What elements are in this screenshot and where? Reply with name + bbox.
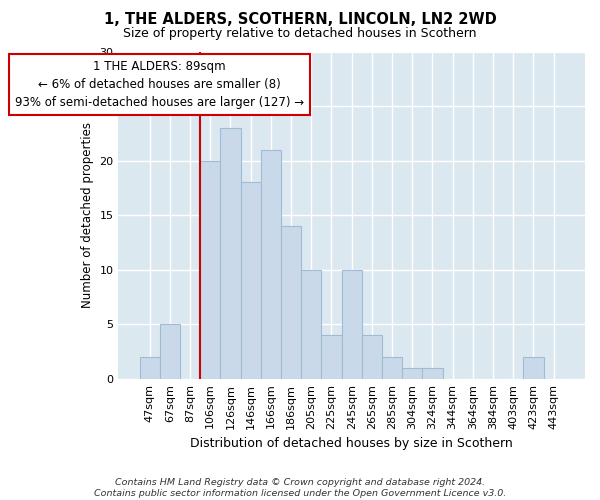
Bar <box>140 357 160 379</box>
Text: 1, THE ALDERS, SCOTHERN, LINCOLN, LN2 2WD: 1, THE ALDERS, SCOTHERN, LINCOLN, LN2 2W… <box>104 12 496 28</box>
Text: Size of property relative to detached houses in Scothern: Size of property relative to detached ho… <box>123 28 477 40</box>
Bar <box>281 226 301 379</box>
Bar <box>261 150 281 379</box>
Y-axis label: Number of detached properties: Number of detached properties <box>81 122 94 308</box>
Bar <box>301 270 322 379</box>
X-axis label: Distribution of detached houses by size in Scothern: Distribution of detached houses by size … <box>190 437 513 450</box>
Bar <box>382 357 402 379</box>
Bar <box>322 335 341 379</box>
Text: Contains HM Land Registry data © Crown copyright and database right 2024.
Contai: Contains HM Land Registry data © Crown c… <box>94 478 506 498</box>
Bar <box>341 270 362 379</box>
Bar <box>422 368 443 379</box>
Bar <box>523 357 544 379</box>
Bar <box>362 335 382 379</box>
Bar <box>200 160 220 379</box>
Text: 1 THE ALDERS: 89sqm
← 6% of detached houses are smaller (8)
93% of semi-detached: 1 THE ALDERS: 89sqm ← 6% of detached hou… <box>15 60 304 109</box>
Bar <box>241 182 261 379</box>
Bar <box>402 368 422 379</box>
Bar <box>160 324 180 379</box>
Bar <box>220 128 241 379</box>
